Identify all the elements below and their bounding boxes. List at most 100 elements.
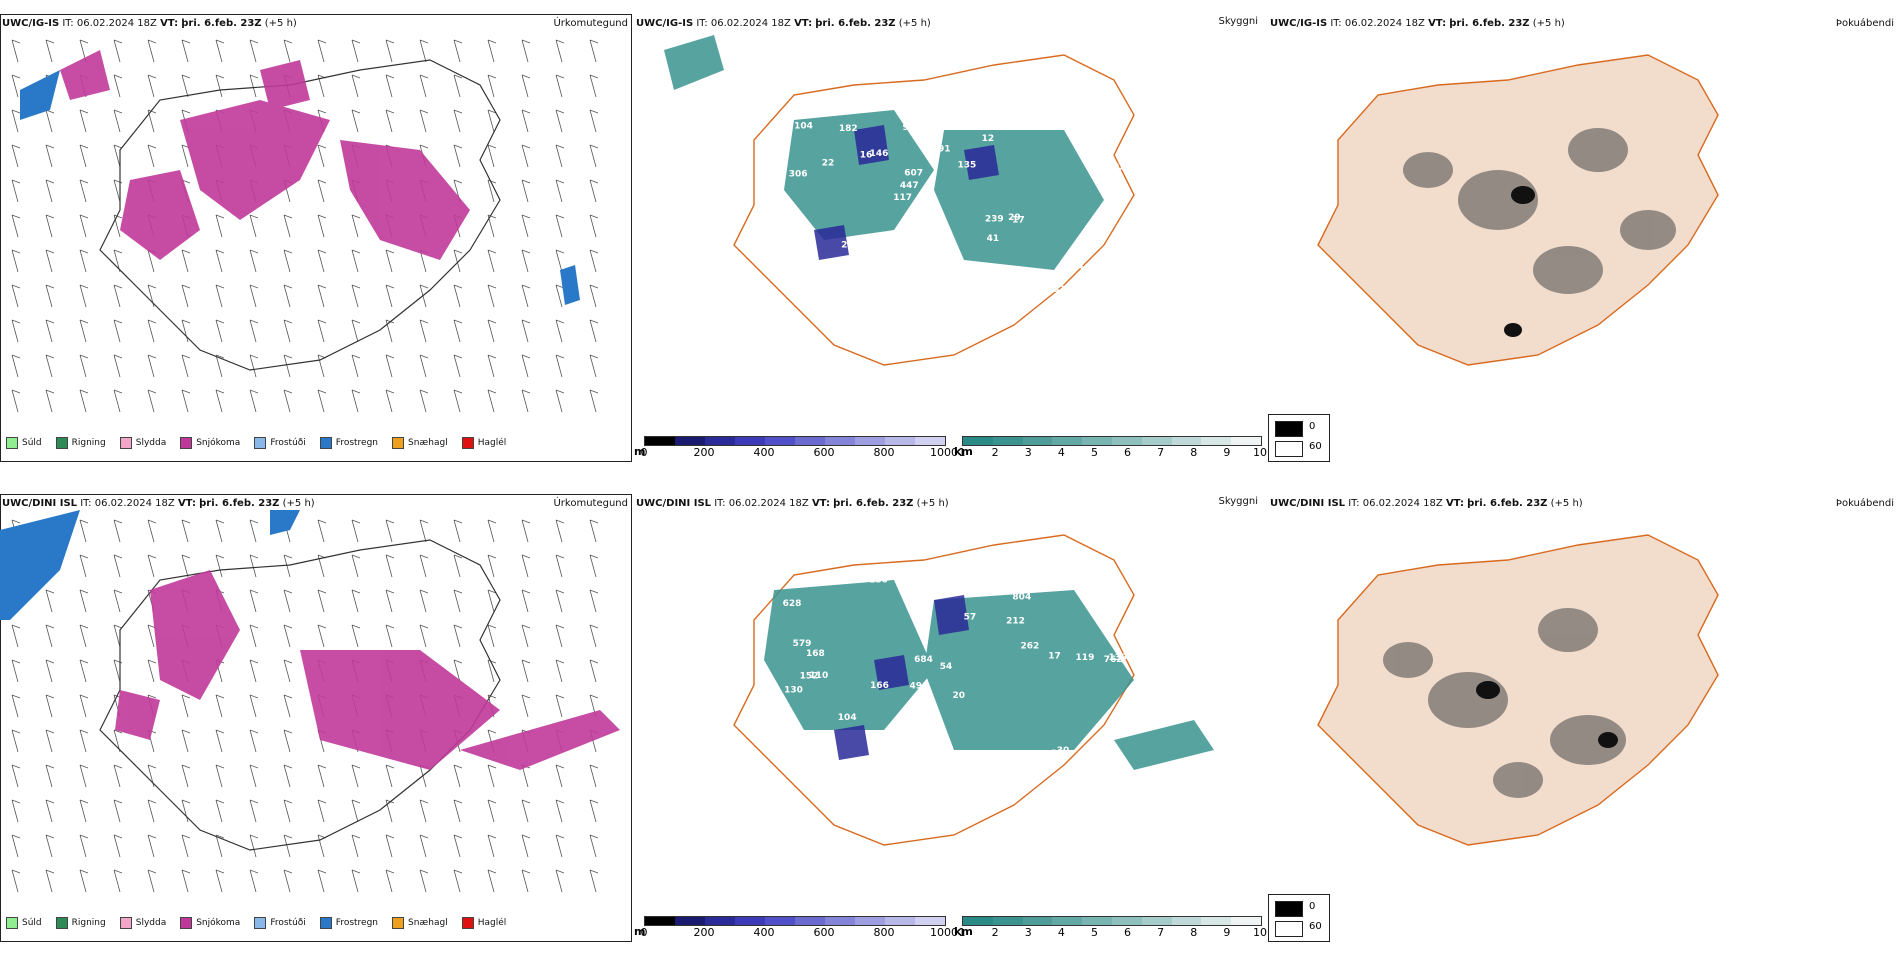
model-label: UWC/DINI ISL bbox=[1270, 498, 1346, 509]
colorbar-tick-label: 4 bbox=[1057, 446, 1065, 459]
it-label: IT: bbox=[696, 18, 708, 29]
iceland-outline bbox=[733, 54, 1135, 366]
legend-swatch bbox=[6, 437, 18, 449]
legend-item: Slydda bbox=[119, 917, 167, 929]
legend-item: Snjókoma bbox=[180, 917, 240, 929]
legend-label: Frostúði bbox=[270, 918, 306, 928]
visibility-map: 65 306 22 117 12 141 95 91 68 146 364 222 5 135 17 104 1… bbox=[664, 35, 1135, 366]
cloud-base-colorbar: 0 200 400 600 800 1000 bbox=[641, 916, 959, 939]
colorbar-tick-label: 3 bbox=[1024, 926, 1032, 939]
freezing-rain-areas bbox=[0, 510, 300, 620]
model-label: UWC/IG-IS bbox=[636, 18, 694, 29]
legend-label: Frostregn bbox=[335, 918, 379, 928]
cloud-base-value: 628 bbox=[783, 599, 802, 609]
legend-swatch bbox=[119, 917, 132, 929]
model-label: UWC/IG-IS bbox=[2, 18, 60, 29]
legend-label: Haglél bbox=[477, 438, 507, 448]
cloud-base-value: 222 bbox=[830, 267, 849, 277]
legend-label: Snjókoma bbox=[196, 438, 241, 448]
cloud-base-value: 218 bbox=[841, 241, 860, 251]
cloud-base-value: 714 bbox=[900, 256, 919, 266]
cloud-base-value: 12 bbox=[878, 566, 891, 576]
cloud-base-value: 804 bbox=[1012, 593, 1031, 603]
fog-legend: 0 60 bbox=[1268, 414, 1330, 462]
legend-label: Slydda bbox=[135, 918, 167, 928]
legend-item: Snæhagl bbox=[392, 917, 448, 929]
legend-item: Haglél bbox=[461, 437, 507, 449]
colorbar-ticks: 0 200 400 600 800 1000 bbox=[641, 926, 959, 939]
fog-legend-high-swatch bbox=[1275, 421, 1303, 437]
fog-legend-low-swatch bbox=[1275, 441, 1303, 457]
model-label: UWC/IG-IS bbox=[1270, 18, 1328, 29]
legend-label: Frostúði bbox=[270, 438, 306, 448]
fog-legend-high-swatch bbox=[1275, 901, 1303, 917]
colorbar-tick-label: 1 bbox=[958, 926, 966, 939]
legend-label: Snæhagl bbox=[408, 918, 448, 928]
cloud-base-value: 95 bbox=[902, 123, 915, 133]
fog-panel: UWC/IG-IS IT: 06.02.2024 18Z VT: þri. 6.… bbox=[1268, 0, 1900, 470]
cloud-base-value: 22 bbox=[822, 159, 835, 169]
colorbar-tick-label: 400 bbox=[753, 446, 775, 459]
colorbar-swatches bbox=[644, 436, 946, 446]
forecast-row-1: UWC/IG-IS IT: 06.02.2024 18Z VT: þri. 6.… bbox=[0, 0, 1900, 475]
cloud-base-value: 130 bbox=[784, 685, 803, 695]
fog-legend-high-label: 0 bbox=[1309, 901, 1316, 912]
panel-header: UWC/DINI ISL IT: 06.02.2024 18Z VT: þri.… bbox=[1270, 498, 1583, 509]
cloud-base-value: 104 bbox=[838, 713, 857, 723]
colorbar-tick-label: 1000 bbox=[930, 926, 958, 939]
colorbar-tick-label: 7 bbox=[1157, 926, 1165, 939]
lead-time: (+5 h) bbox=[1532, 18, 1565, 29]
precip-legend: Súld Rigning Slydda Snjókoma Frostúði Fr… bbox=[6, 917, 506, 929]
vt-label: VT: bbox=[794, 18, 813, 29]
fog-legend: 0 60 bbox=[1268, 894, 1330, 942]
precip-map bbox=[11, 39, 599, 413]
fog-shading bbox=[1383, 608, 1626, 798]
precip-frame bbox=[0, 494, 632, 942]
fog-core bbox=[1504, 186, 1535, 337]
cloud-base-value: 41 bbox=[987, 234, 1000, 244]
cloud-base-value: 364 bbox=[774, 276, 793, 286]
legend-item: Frostregn bbox=[319, 437, 378, 449]
legend-swatch bbox=[55, 437, 68, 449]
colorbar-swatches bbox=[644, 916, 946, 926]
fog-map bbox=[1317, 54, 1719, 366]
cloud-base-value: 65 bbox=[1075, 285, 1088, 295]
cloud-base-areas bbox=[814, 125, 999, 260]
legend-label: Rigning bbox=[71, 918, 106, 928]
cloud-base-value: 146 bbox=[870, 149, 889, 159]
vt-label: VT: bbox=[1445, 498, 1464, 509]
it-value: 06.02.2024 18Z bbox=[94, 498, 175, 509]
colorbar-tick-label: 2 bbox=[991, 446, 999, 459]
panel-title: Þokuábendi bbox=[1835, 18, 1894, 29]
legend-swatch bbox=[55, 917, 68, 929]
cloud-base-value: 5 bbox=[911, 124, 917, 134]
cloud-base-value: 57 bbox=[964, 613, 977, 623]
legend-item: Rigning bbox=[55, 917, 106, 929]
cloud-base-value: 29 bbox=[1008, 213, 1021, 223]
colorbar-ticks: 1 2 3 4 5 6 7 8 9 10 bbox=[958, 446, 1268, 459]
colorbar-tick-label: 9 bbox=[1223, 446, 1231, 459]
it-value: 06.02.2024 18Z bbox=[76, 18, 157, 29]
cloud-base-value: 63 bbox=[770, 724, 783, 734]
cloud-base-value: 182 bbox=[839, 124, 858, 134]
cloud-base-value: 20 bbox=[953, 691, 966, 701]
vt-label: VT: bbox=[160, 18, 179, 29]
colorbar-tick-label: 400 bbox=[753, 926, 775, 939]
lead-time: (+5 h) bbox=[898, 18, 931, 29]
cloud-base-value: 110 bbox=[809, 671, 828, 681]
cloud-base-value: 95 bbox=[794, 771, 807, 781]
vt-value: þri. 6.feb. 23Z bbox=[833, 498, 914, 509]
colorbar-tick-label: 1 bbox=[958, 446, 966, 459]
precip-map bbox=[0, 510, 620, 893]
cloud-base-value: 248 bbox=[957, 781, 976, 791]
colorbar-tick-label: 9 bbox=[1223, 926, 1231, 939]
lead-time: (+5 h) bbox=[264, 18, 297, 29]
colorbar-tick-label: 600 bbox=[813, 446, 835, 459]
fog-legend-high-label: 0 bbox=[1309, 421, 1316, 432]
lead-time: (+5 h) bbox=[916, 498, 949, 509]
cloud-base-value: 141 bbox=[806, 289, 825, 299]
lead-time: (+5 h) bbox=[1550, 498, 1583, 509]
legend-swatch bbox=[6, 917, 18, 929]
iceland-outline bbox=[99, 59, 501, 371]
colorbar-tick-label: 800 bbox=[873, 926, 895, 939]
